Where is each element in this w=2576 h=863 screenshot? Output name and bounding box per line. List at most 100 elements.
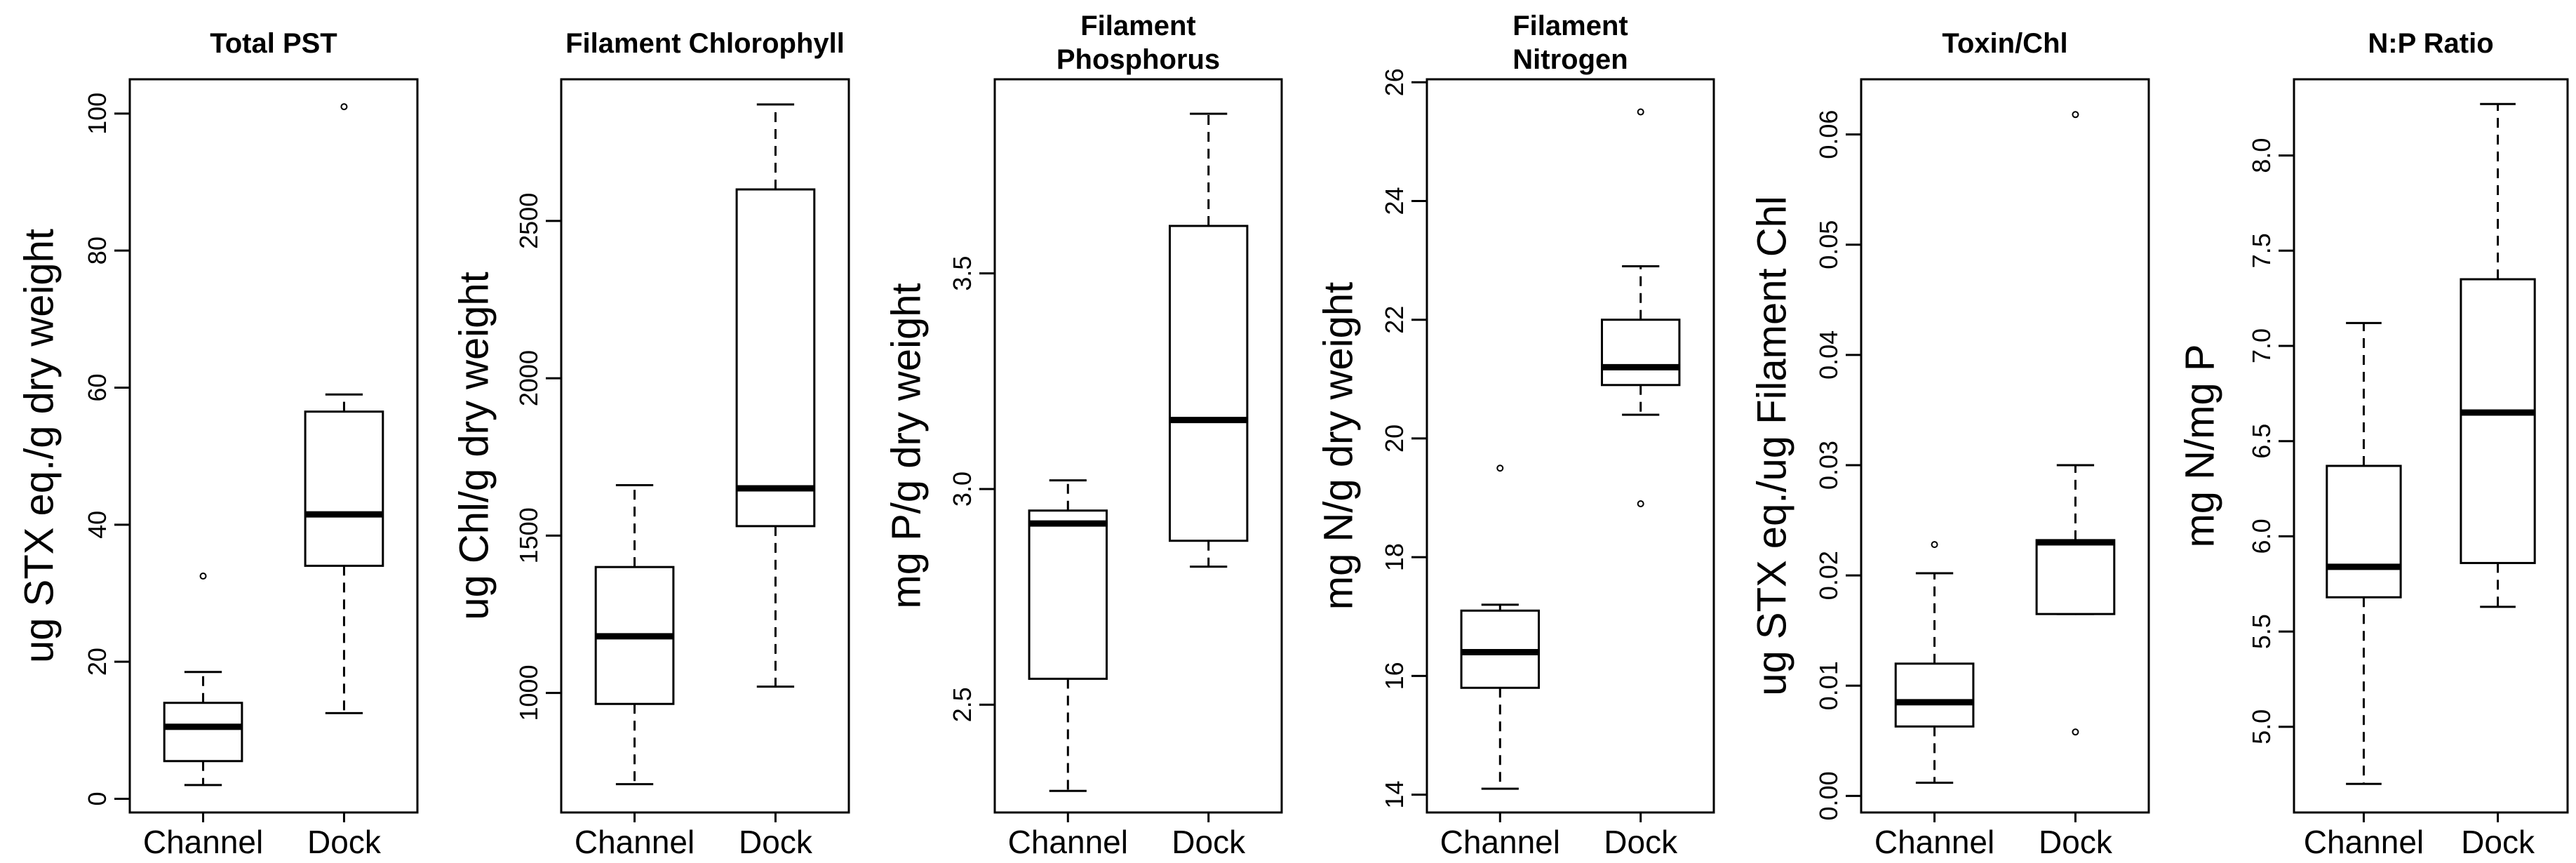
y-axis-label: mg P/g dry weight	[883, 283, 929, 608]
outlier-point	[1637, 108, 1644, 116]
x-category-label: Dock	[307, 824, 382, 860]
y-tick-label: 0.01	[1814, 661, 1843, 710]
y-tick-label: 0.03	[1814, 441, 1843, 490]
iqr-box	[304, 410, 384, 567]
y-tick-label: 0.05	[1814, 220, 1843, 269]
y-tick-label: 26	[1380, 68, 1409, 96]
plot-frame	[2293, 78, 2569, 814]
box-channel	[594, 484, 675, 786]
y-tick-label: 6.0	[2247, 519, 2276, 554]
y-tick-label: 100	[83, 93, 112, 135]
x-category-label: Dock	[739, 824, 813, 860]
plot-frame	[993, 78, 1283, 814]
y-tick-label: 0.06	[1814, 110, 1843, 159]
y-tick-label: 60	[83, 373, 112, 401]
panel-3: Filament Phosphorus mg P/g dry weight 2.5 3.…	[883, 11, 1283, 860]
box-channel	[2326, 321, 2402, 785]
y-tick-label: 18	[1380, 543, 1409, 571]
box-dock	[1600, 108, 1681, 507]
y-tick-label: 5.5	[2247, 614, 2276, 649]
y-tick-label: 20	[1380, 424, 1409, 453]
x-category-label: Channel	[143, 824, 263, 860]
y-axis-label: ug STX eq./g dry weight	[16, 229, 62, 663]
y-tick-label: 3.5	[948, 256, 977, 291]
y-axis-label: ug STX eq./ug Filament Chl	[1749, 196, 1795, 695]
iqr-box	[2326, 464, 2402, 598]
iqr-box	[1600, 319, 1681, 387]
box-dock	[1168, 112, 1249, 568]
y-tick-label: 2.5	[948, 687, 977, 722]
y-tick-label: 1000	[514, 665, 543, 721]
box-dock	[735, 103, 816, 688]
iqr-box	[163, 702, 243, 763]
y-axis-label: mg N/mg P	[2177, 344, 2222, 547]
y-tick-label: 0.02	[1814, 551, 1843, 600]
y-tick-label: 5.0	[2247, 709, 2276, 744]
y-tick-label: 8.0	[2247, 138, 2276, 173]
panel-title: Filament Nitrogen	[1512, 11, 1628, 75]
panel-title: Filament Chlorophyll	[565, 28, 845, 59]
iqr-box	[735, 188, 816, 528]
x-category-label: Channel	[1440, 824, 1560, 860]
box-channel	[163, 573, 243, 787]
outlier-point	[1931, 541, 1938, 549]
box-channel	[1894, 541, 1975, 784]
plot-frame	[560, 78, 850, 814]
outlier-point	[1637, 500, 1644, 507]
x-category-label: Dock	[2039, 824, 2113, 860]
panel-title: Toxin/Chl	[1942, 28, 2067, 59]
box-dock	[2035, 111, 2116, 736]
panel-6: N:P Ratio mg N/mg P 5.0 5.5 6.0 6.5 7.0 7.5 8.0 C…	[2177, 28, 2569, 860]
iqr-box	[1028, 509, 1108, 680]
x-category-label: Channel	[2304, 824, 2424, 860]
panel-2: Filament Chlorophyll ug Chl/g dry weight 1…	[451, 28, 850, 860]
iqr-box	[2035, 539, 2116, 615]
box-dock	[304, 103, 384, 714]
y-tick-label: 40	[83, 511, 112, 539]
box-channel	[1460, 464, 1541, 790]
panel-1: Total PST ug STX eq./g dry weight 0 20 40 60 8…	[16, 28, 419, 860]
panel-title: Total PST	[210, 28, 337, 59]
y-tick-label: 7.5	[2247, 233, 2276, 268]
y-tick-label: 14	[1380, 781, 1409, 809]
plot-frame	[1425, 78, 1715, 814]
y-axis-label: mg N/g dry weight	[1315, 282, 1361, 610]
plot-frame	[128, 78, 419, 814]
y-tick-label: 80	[83, 236, 112, 265]
y-tick-label: 3.0	[948, 471, 977, 507]
y-tick-label: 0.00	[1814, 771, 1843, 820]
x-category-label: Channel	[575, 824, 695, 860]
y-tick-label: 0.04	[1814, 330, 1843, 380]
x-category-label: Dock	[2461, 824, 2535, 860]
box-dock	[2460, 102, 2536, 608]
panel-title: N:P Ratio	[2368, 28, 2493, 59]
iqr-box	[2460, 278, 2536, 564]
y-tick-label: 1500	[514, 507, 543, 563]
plot-frame	[1860, 78, 2150, 814]
x-category-label: Dock	[1604, 824, 1678, 860]
outlier-point	[340, 103, 348, 111]
x-category-label: Channel	[1008, 824, 1128, 860]
y-axis-label: ug Chl/g dry weight	[451, 272, 497, 620]
iqr-box	[1894, 662, 1975, 728]
y-tick-label: 2500	[514, 193, 543, 249]
outlier-point	[2072, 728, 2079, 736]
panel-title: Filament Phosphorus	[1056, 11, 1220, 75]
y-tick-label: 16	[1380, 662, 1409, 690]
y-tick-label: 24	[1380, 187, 1409, 215]
y-tick-label: 20	[83, 648, 112, 676]
panel-5: Toxin/Chl ug STX eq./ug Filament Chl 0.00 0…	[1749, 28, 2150, 860]
y-tick-label: 22	[1380, 306, 1409, 334]
outlier-point	[2072, 111, 2079, 119]
outlier-point	[199, 573, 207, 580]
x-category-label: Channel	[1874, 824, 1994, 860]
y-tick-label: 0	[83, 791, 112, 805]
box-channel	[1028, 479, 1108, 792]
x-category-label: Dock	[1172, 824, 1246, 860]
outlier-point	[1496, 464, 1504, 472]
y-tick-label: 6.5	[2247, 424, 2276, 459]
panel-4: Filament Nitrogen mg N/g dry weight 14 16 18 2…	[1315, 11, 1715, 860]
iqr-box	[1168, 225, 1249, 542]
y-tick-label: 7.0	[2247, 328, 2276, 363]
